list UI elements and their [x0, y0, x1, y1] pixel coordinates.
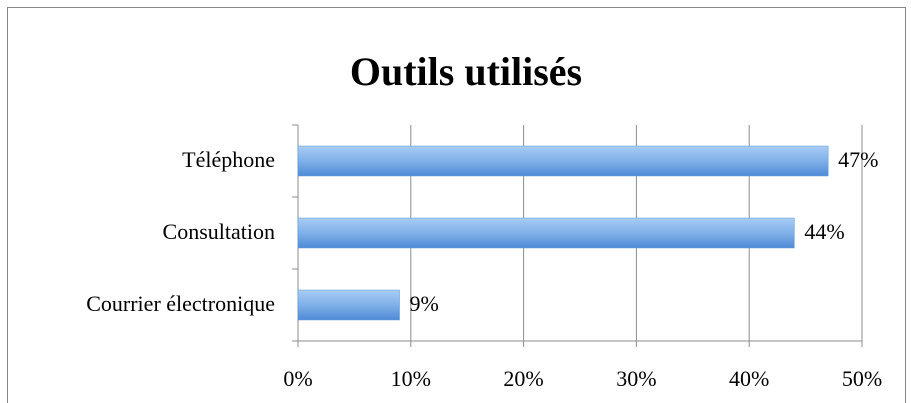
data-label: 44% — [804, 219, 844, 244]
x-tick-label: 0% — [283, 366, 312, 391]
data-label: 47% — [838, 147, 878, 172]
y-tick-label: Consultation — [163, 219, 275, 244]
x-tick-label: 20% — [503, 366, 543, 391]
y-tick-label: Téléphone — [182, 147, 275, 172]
x-tick-label: 40% — [729, 366, 769, 391]
x-tick-label: 30% — [616, 366, 656, 391]
bar — [297, 289, 400, 321]
chart-title: Outils utilisés — [350, 49, 582, 94]
chart-frame — [7, 7, 906, 403]
bar — [297, 145, 829, 177]
x-tick-label: 50% — [842, 366, 882, 391]
data-label: 9% — [410, 291, 439, 316]
y-tick-label: Courrier électronique — [86, 291, 275, 316]
x-tick-label: 10% — [391, 366, 431, 391]
bar — [297, 217, 795, 249]
